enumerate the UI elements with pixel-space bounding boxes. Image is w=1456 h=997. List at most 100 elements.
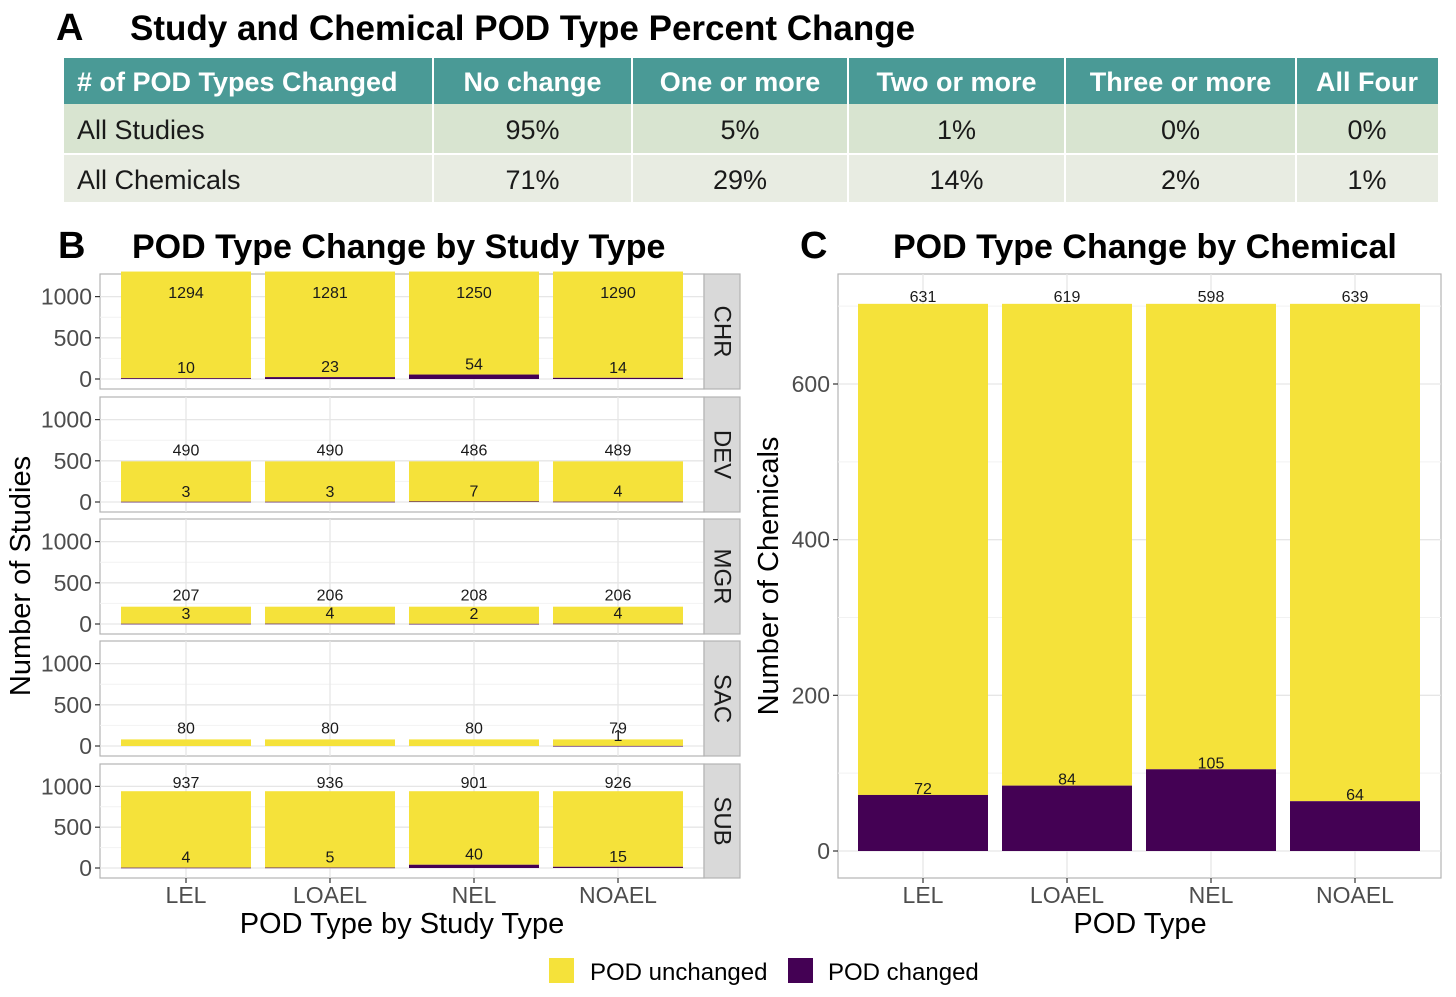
bar-label-changed: 105 (1198, 755, 1225, 772)
x-tick-label: LEL (166, 882, 207, 908)
bar-label-changed: 7 (470, 483, 479, 500)
bar-label-unchanged: 80 (465, 720, 483, 737)
bar-unchanged (409, 271, 539, 375)
bar-changed (265, 867, 395, 869)
y-tick-label: 1000 (41, 651, 92, 677)
facet-strip-label: SUB (709, 796, 736, 845)
bar-unchanged (553, 461, 683, 502)
bar-label-changed: 23 (321, 359, 339, 376)
facet-strip (703, 763, 741, 879)
facet-strip-label: SAC (709, 674, 736, 723)
bar-unchanged (1290, 303, 1420, 802)
y-tick-label: 1000 (41, 284, 92, 310)
bar-label-changed: 3 (182, 484, 191, 501)
table-row-bg (64, 154, 1438, 202)
bar-label-unchanged: 631 (910, 289, 937, 306)
bar-label-unchanged: 926 (605, 775, 632, 792)
facet-strip (703, 396, 741, 513)
bar-unchanged (265, 739, 395, 746)
bar-changed (265, 501, 395, 503)
table-header-cell: Two or more (876, 67, 1036, 97)
bar-label-changed: 4 (614, 606, 623, 623)
table-cell: 71% (505, 165, 559, 195)
table-cell: 5% (720, 115, 759, 145)
y-tick-label: 500 (54, 448, 92, 474)
bar-changed (409, 501, 539, 503)
bar-changed (409, 374, 539, 379)
y-tick-label: 0 (79, 855, 92, 881)
bar-unchanged (265, 271, 395, 378)
y-tick-label: 400 (792, 527, 830, 553)
bar-unchanged (121, 791, 251, 868)
bar-unchanged (121, 739, 251, 746)
x-tick-label: NOAEL (579, 882, 657, 908)
bar-label-changed: 4 (326, 606, 335, 623)
bar-unchanged (553, 791, 683, 867)
bar-changed (121, 867, 251, 869)
table-row-label: All Chemicals (77, 165, 241, 195)
bar-label-unchanged: 486 (461, 442, 488, 459)
bar-label-changed: 3 (182, 606, 191, 623)
bar-changed (265, 377, 395, 379)
facet-strip (703, 640, 741, 757)
bar-unchanged (553, 739, 683, 746)
panel-c: C POD Type Change by Chemical 631 72 619 84 59… (753, 225, 1442, 940)
table-header-cell: One or more (660, 67, 821, 97)
panel-b-letter: B (58, 225, 85, 267)
table-cell: 1% (1347, 165, 1386, 195)
facet-chr: 1294 10 1281 23 1250 54 1290 14 0 500 1000 CHR (41, 271, 741, 392)
bar-label-unchanged: 490 (317, 442, 344, 459)
bar-changed (265, 623, 395, 625)
bar-changed (553, 377, 683, 379)
bar-label-unchanged: 936 (317, 775, 344, 792)
bar-unchanged (858, 303, 988, 795)
bar-unchanged (409, 791, 539, 865)
facet-strip (703, 518, 741, 635)
bar-unchanged (553, 271, 683, 378)
table-header-cell: # of POD Types Changed (77, 67, 398, 97)
bar-changed (121, 623, 251, 625)
panel-a-letter: A (56, 7, 83, 49)
bar-label-changed: 4 (614, 484, 623, 501)
y-tick-label: 500 (54, 692, 92, 718)
bar-label-unchanged: 937 (173, 775, 200, 792)
bar-label-unchanged: 1250 (456, 285, 492, 302)
bar-label-unchanged: 80 (177, 720, 195, 737)
panel-a-title: Study and Chemical POD Type Percent Chan… (130, 9, 915, 48)
bar-label-unchanged: 1294 (168, 285, 204, 302)
facet-strip (703, 273, 741, 390)
table-row-bg (64, 104, 1438, 154)
bar-label-unchanged: 80 (321, 720, 339, 737)
facet-panel (99, 640, 705, 757)
bar-label-changed: 72 (914, 781, 932, 798)
bar-label-unchanged: 490 (173, 442, 200, 459)
bar-label-unchanged: 207 (173, 588, 200, 605)
facet-sac: 80 80 80 791 0 500 1000 SAC (41, 640, 741, 759)
bar-label-changed: 14 (609, 360, 627, 377)
bar-label-changed: 2 (470, 606, 479, 623)
y-tick-label: 0 (79, 733, 92, 759)
y-tick-label: 1000 (41, 773, 92, 799)
panel-b-title: POD Type Change by Study Type (132, 228, 665, 266)
bar-label-unchanged: 598 (1198, 289, 1225, 306)
bar-label-changed: 54 (465, 357, 483, 374)
table-cell: 0% (1347, 115, 1386, 145)
bar-unchanged (409, 606, 539, 624)
bar-unchanged (1002, 303, 1132, 786)
x-tick-label: LEL (903, 882, 944, 908)
bar-unchanged (265, 791, 395, 868)
table-cell: 2% (1161, 165, 1200, 195)
x-tick-label: NEL (452, 882, 497, 908)
table-cell: 1% (937, 115, 976, 145)
bar-label-unchanged: 1290 (600, 285, 636, 302)
bar-changed (409, 623, 539, 625)
legend: POD unchanged POD changed (549, 958, 979, 986)
table-cell: 95% (505, 115, 559, 145)
bar-unchanged (265, 606, 395, 624)
x-axis-title: POD Type (1073, 908, 1206, 940)
bar-label-changed: 64 (1346, 787, 1364, 804)
bar-unchanged (409, 461, 539, 502)
bar-changed (1002, 785, 1132, 851)
y-tick-label: 0 (79, 489, 92, 515)
